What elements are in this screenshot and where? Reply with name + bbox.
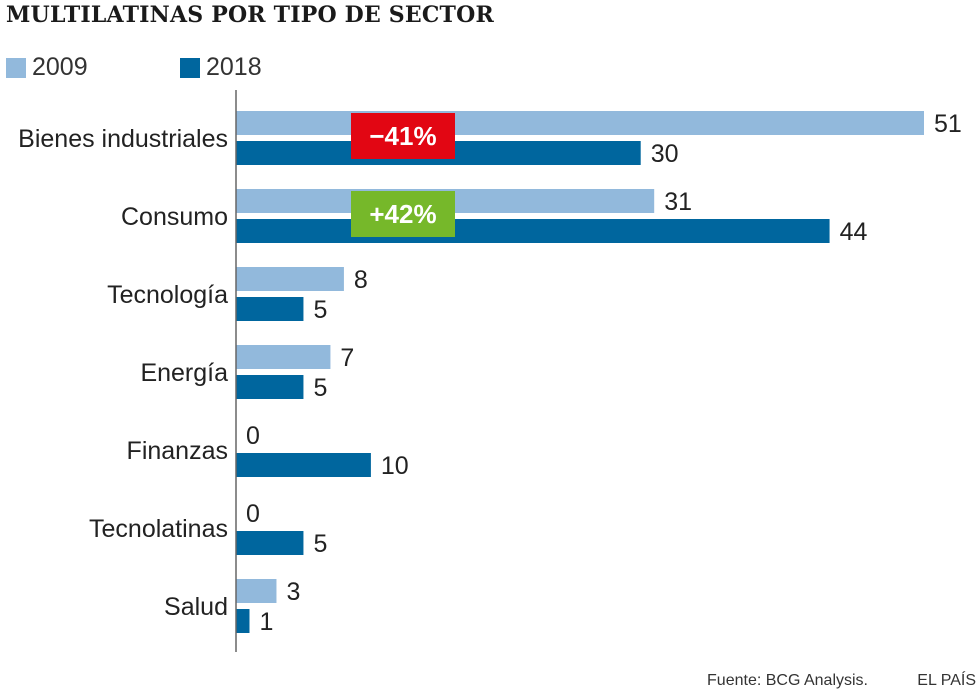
source-note: Fuente: BCG Analysis. — [707, 672, 868, 689]
legend: 2009 2018 — [6, 53, 326, 81]
chart-title: MULTILATINAS POR TIPO DE SECTOR — [6, 2, 494, 28]
category-label-consumo: Consumo — [121, 203, 228, 231]
change-badge-label-consumo: +42% — [369, 199, 436, 229]
category-label-energia: Energía — [140, 359, 228, 387]
legend-label-2018: 2018 — [206, 53, 262, 81]
value-label-2018-consumo: 44 — [840, 218, 868, 246]
bar-2018-salud — [236, 609, 250, 633]
legend-swatch-2018 — [180, 58, 200, 78]
value-label-2009-salud: 3 — [286, 578, 300, 606]
brand-label: EL PAÍS — [917, 672, 976, 689]
legend-swatch-2009 — [6, 58, 26, 78]
value-label-2009-bienes-industriales: 51 — [934, 110, 962, 138]
value-label-2009-consumo: 31 — [664, 188, 692, 216]
category-label-salud: Salud — [164, 593, 228, 621]
bar-2018-tecnologia — [236, 297, 304, 321]
bar-2018-finanzas — [236, 453, 371, 477]
bar-2018-energia — [236, 375, 304, 399]
category-label-bienes-industriales: Bienes industriales — [18, 125, 228, 153]
bar-2009-salud — [236, 579, 277, 603]
category-label-tecnolatinas: Tecnolatinas — [89, 515, 228, 543]
change-badge-bienes-industriales — [351, 113, 455, 159]
bar-2018-consumo — [236, 219, 830, 243]
change-badge-consumo — [351, 191, 455, 237]
value-label-2018-energia: 5 — [313, 374, 327, 402]
value-label-2018-finanzas: 10 — [381, 452, 409, 480]
bar-2009-bienes-industriales — [236, 111, 924, 135]
value-label-2018-tecnolatinas: 5 — [313, 530, 327, 558]
bar-chart: Bienes industriales5130Consumo3144Tecnol… — [18, 90, 962, 652]
value-label-2018-bienes-industriales: 30 — [651, 140, 679, 168]
change-badge-label-bienes-industriales: −41% — [369, 121, 436, 151]
legend-label-2009: 2009 — [32, 53, 88, 81]
bar-2018-tecnolatinas — [236, 531, 304, 555]
value-label-2009-tecnolatinas: 0 — [246, 500, 260, 528]
bar-2009-energia — [236, 345, 331, 369]
value-label-2018-salud: 1 — [259, 608, 273, 636]
value-label-2009-tecnologia: 8 — [354, 266, 368, 294]
bar-2009-tecnologia — [236, 267, 344, 291]
category-label-tecnologia: Tecnología — [107, 281, 228, 309]
value-label-2009-finanzas: 0 — [246, 422, 260, 450]
value-label-2009-energia: 7 — [340, 344, 354, 372]
category-label-finanzas: Finanzas — [127, 437, 228, 465]
value-label-2018-tecnologia: 5 — [313, 296, 327, 324]
